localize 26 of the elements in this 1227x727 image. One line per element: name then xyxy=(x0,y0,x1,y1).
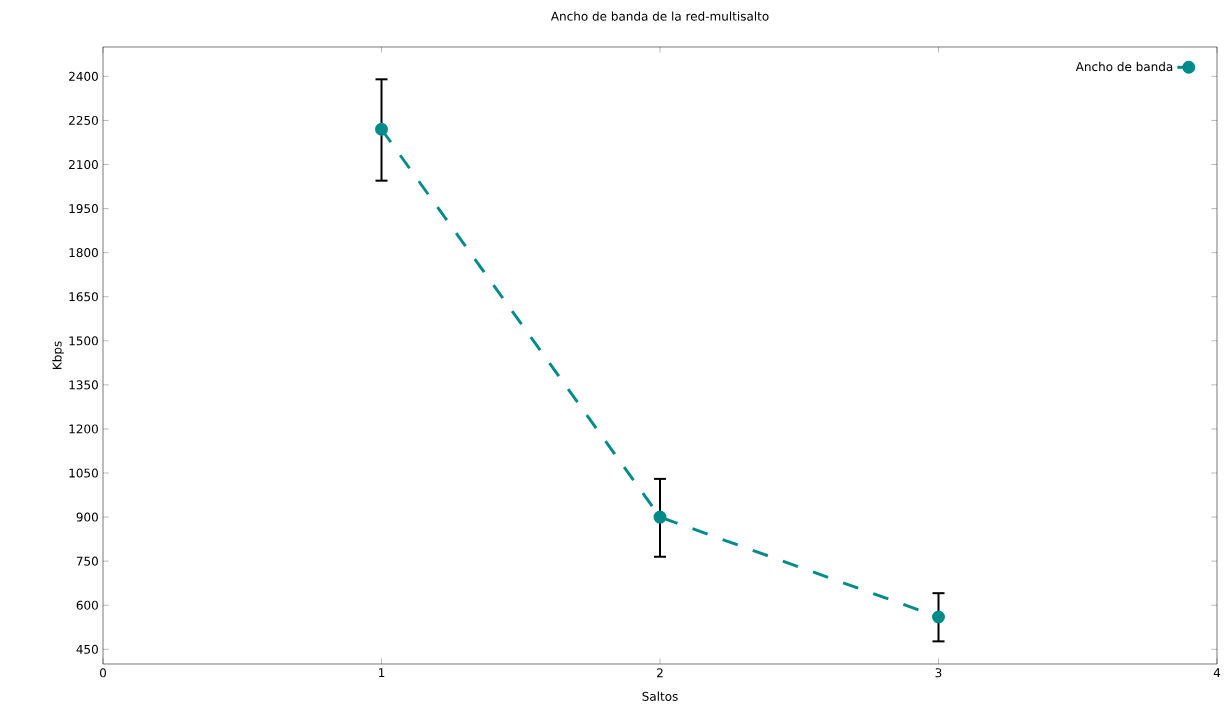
x-tick-label: 2 xyxy=(657,668,663,678)
y-tick-label: 1050 xyxy=(69,468,98,478)
x-tick-label: 1 xyxy=(379,668,385,677)
point xyxy=(932,610,945,624)
y-tick-label: 1800 xyxy=(69,248,98,258)
y-tick-label: 1500 xyxy=(69,336,98,346)
y-tick-label: 2250 xyxy=(69,115,98,125)
y-tick-label: 1350 xyxy=(69,380,98,390)
x-tick-label: 0 xyxy=(99,668,107,678)
y-tick-label: 450 xyxy=(76,644,98,654)
y-tick-label: 750 xyxy=(76,556,98,566)
point xyxy=(653,510,667,524)
y-tick-label: 900 xyxy=(76,512,98,522)
y-tick-label: 2400 xyxy=(69,71,98,81)
chart-title: Ancho de banda de la red-multisalto xyxy=(550,11,769,21)
x-axis-title: Saltos xyxy=(642,691,678,701)
y-axis-title: Kbps xyxy=(52,341,64,369)
legend-label: Ancho de banda xyxy=(1075,61,1173,72)
y-tick-label: 2100 xyxy=(69,159,98,170)
x-tick-label: 4 xyxy=(1213,668,1221,677)
x-tick-label: 3 xyxy=(935,668,942,678)
y-tick-label: 1200 xyxy=(69,424,98,434)
y-tick-label: 1650 xyxy=(69,292,98,302)
point xyxy=(375,122,388,136)
y-tick-label: 600 xyxy=(76,600,98,610)
y-tick-label: 1950 xyxy=(69,204,98,214)
